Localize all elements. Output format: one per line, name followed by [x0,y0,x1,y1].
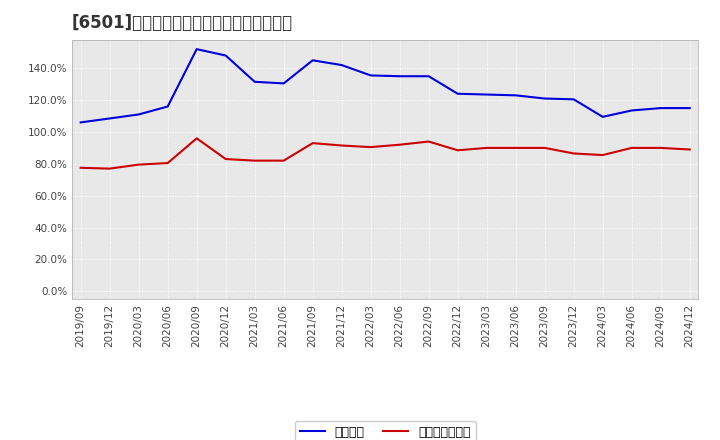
固定比率 [221,53,230,58]
固定長期適合率 [454,148,462,153]
Line: 固定長期適合率: 固定長期適合率 [81,138,690,169]
固定比率 [163,104,172,109]
固定比率 [76,120,85,125]
固定比率 [685,106,694,111]
固定長期適合率 [685,147,694,152]
固定比率 [570,97,578,102]
Legend: 固定比率, 固定長期適合率: 固定比率, 固定長期適合率 [294,421,476,440]
固定長期適合率 [570,151,578,156]
固定長期適合率 [279,158,288,163]
固定比率 [251,79,259,84]
固定長期適合率 [482,145,491,150]
固定長期適合率 [105,166,114,171]
固定長期適合率 [76,165,85,170]
固定比率 [135,112,143,117]
固定比率 [627,108,636,113]
固定比率 [192,47,201,52]
固定長期適合率 [135,162,143,167]
固定比率 [395,73,404,79]
固定長期適合率 [511,145,520,150]
固定比率 [541,96,549,101]
固定比率 [279,81,288,86]
固定長期適合率 [251,158,259,163]
固定長期適合率 [221,156,230,161]
固定長期適合率 [424,139,433,144]
固定長期適合率 [192,136,201,141]
固定比率 [308,58,317,63]
固定比率 [482,92,491,97]
固定長期適合率 [308,140,317,146]
Line: 固定比率: 固定比率 [81,49,690,122]
固定比率 [657,106,665,111]
Text: [6501]　固定比率、固定長期適合率の推移: [6501] 固定比率、固定長期適合率の推移 [72,15,293,33]
固定長期適合率 [541,145,549,150]
固定長期適合率 [657,145,665,150]
固定長期適合率 [627,145,636,150]
固定比率 [424,73,433,79]
固定長期適合率 [163,161,172,166]
固定比率 [454,91,462,96]
固定比率 [366,73,375,78]
固定比率 [511,93,520,98]
固定長期適合率 [366,144,375,150]
固定比率 [338,62,346,68]
固定比率 [105,116,114,121]
固定長期適合率 [338,143,346,148]
固定長期適合率 [598,152,607,158]
固定比率 [598,114,607,120]
固定長期適合率 [395,142,404,147]
